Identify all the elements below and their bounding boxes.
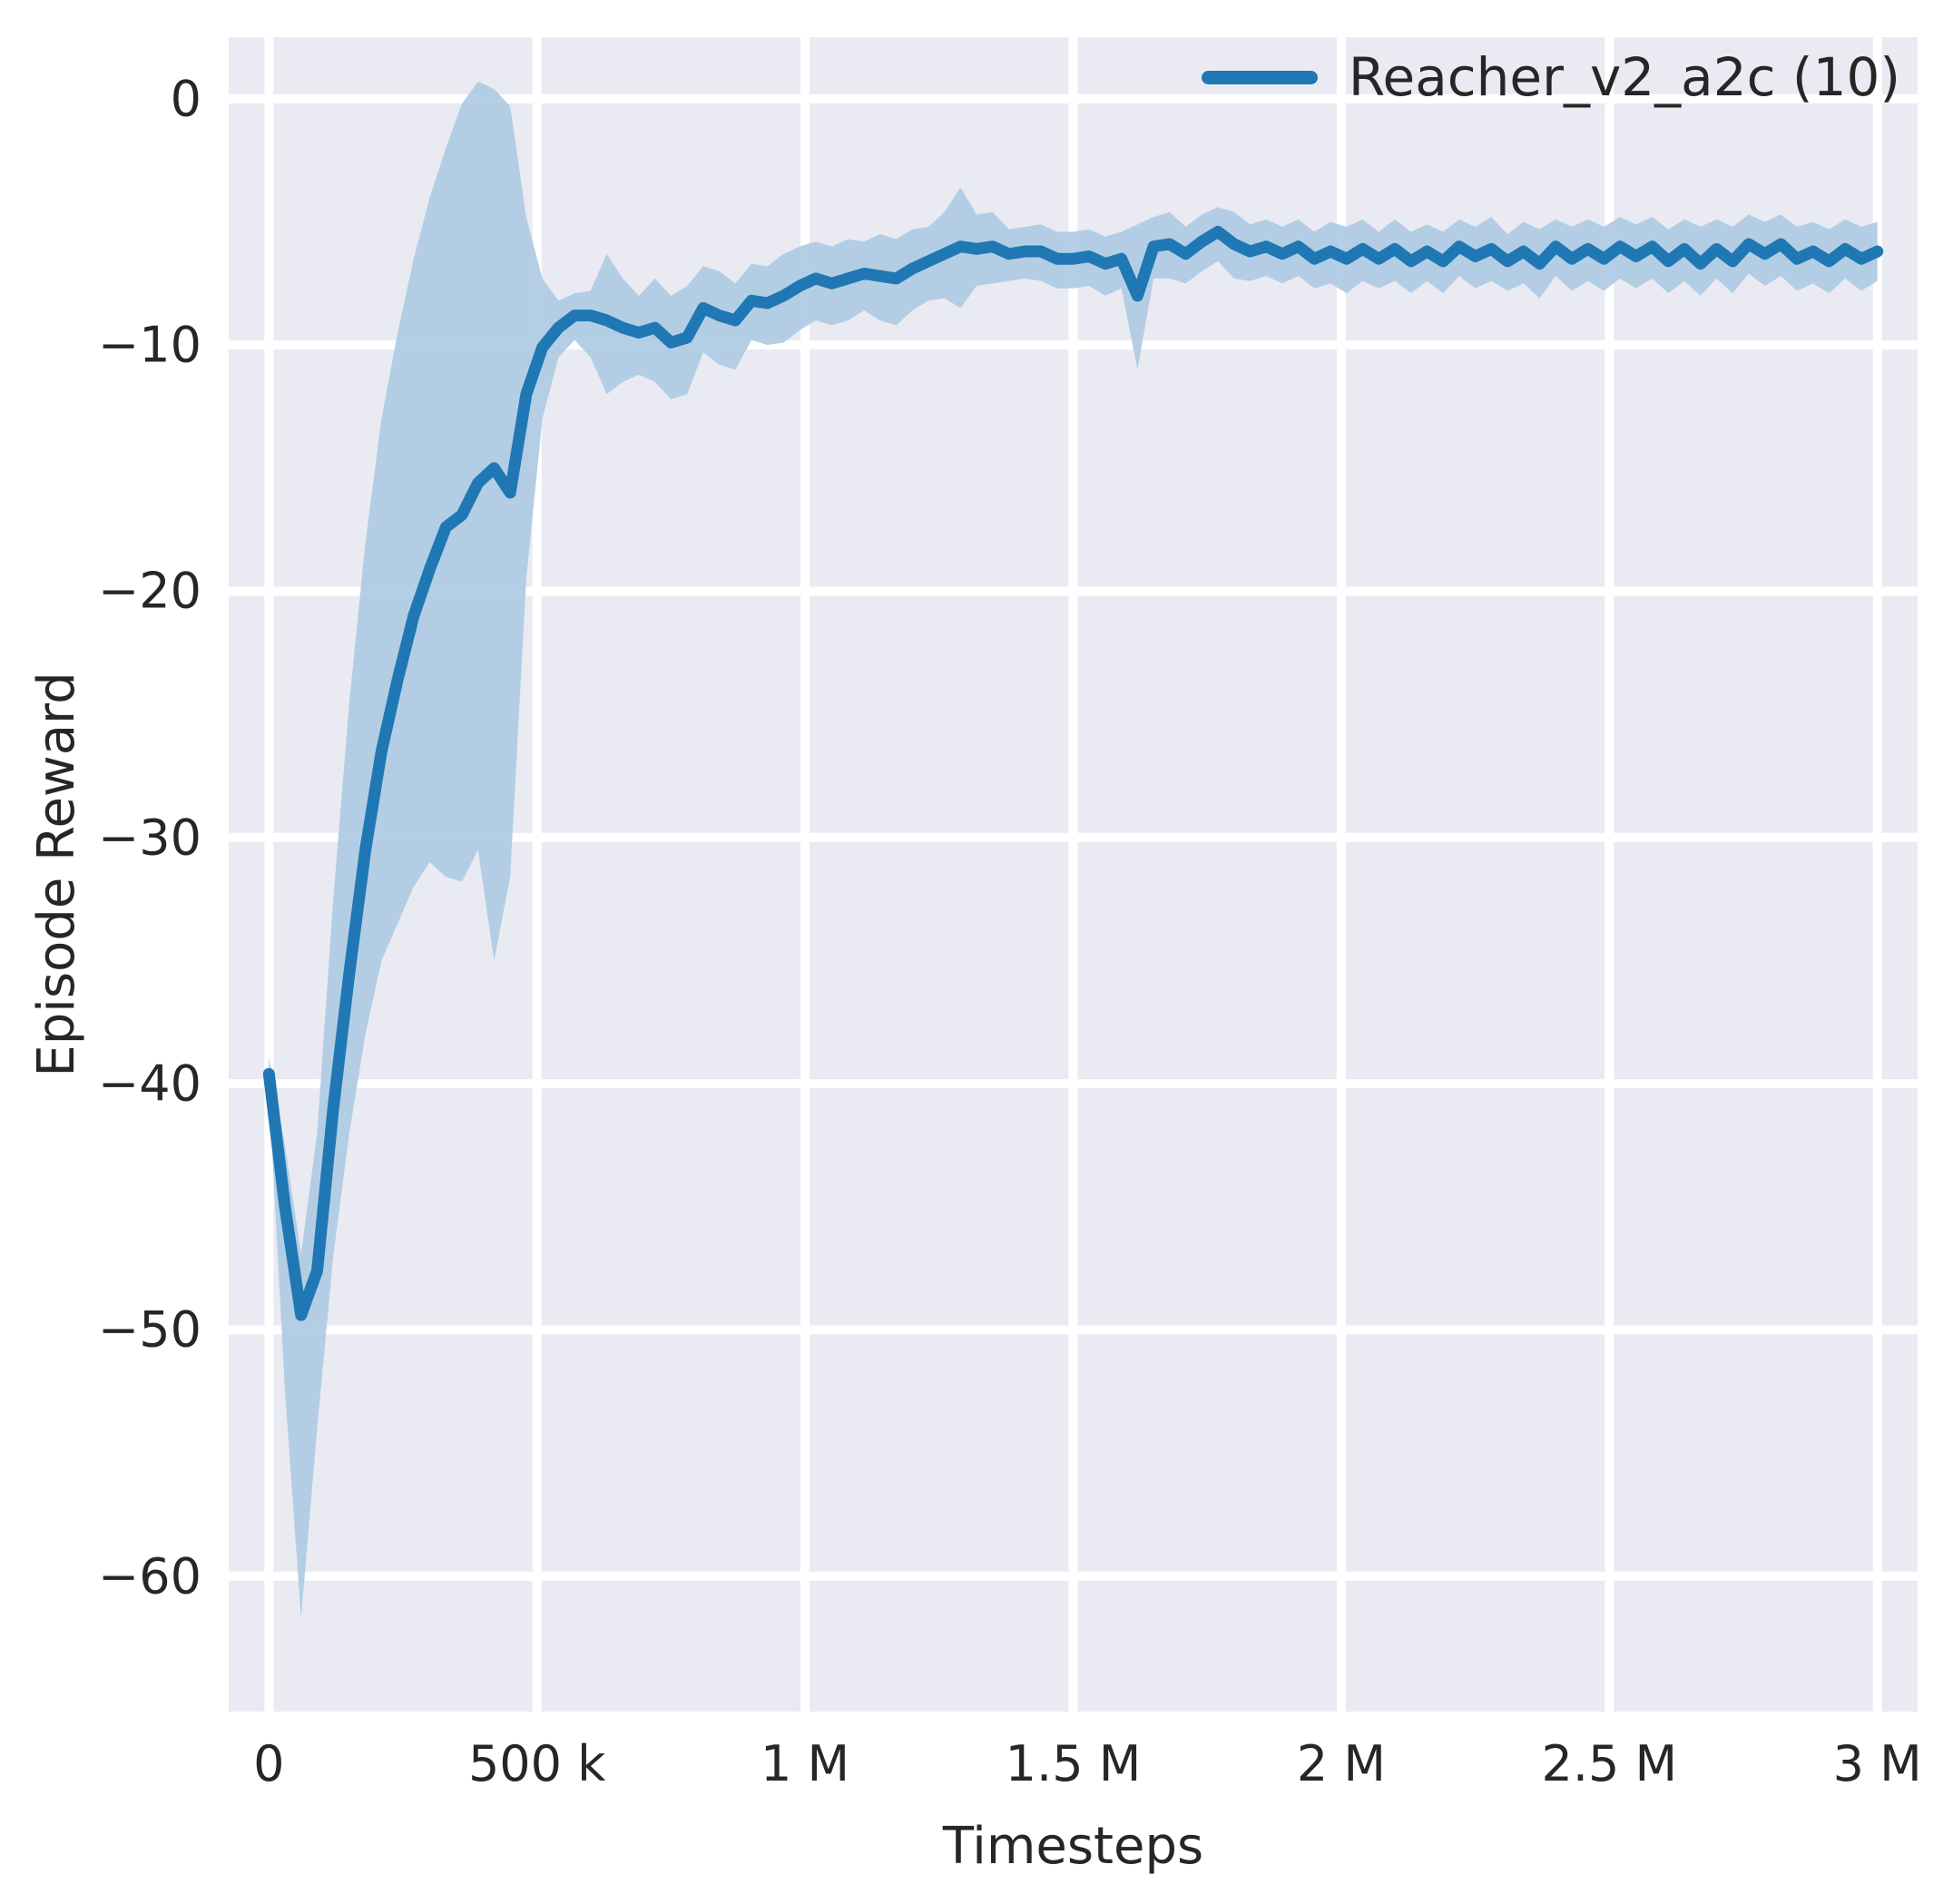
y-tick-label: −10: [98, 316, 201, 374]
y-axis-title: Episode Reward: [27, 672, 86, 1077]
confidence-band: [269, 81, 1878, 1618]
x-tick-label: 1 M: [761, 1735, 850, 1792]
x-axis-title: Timesteps: [942, 1817, 1204, 1876]
y-tick-label: 0: [170, 70, 201, 128]
x-tick-label: 2.5 M: [1541, 1735, 1678, 1792]
legend: Reacher_v2_a2c (10): [1201, 38, 1909, 116]
x-tick-label: 0: [253, 1735, 285, 1792]
x-tick-label: 2 M: [1296, 1735, 1386, 1792]
x-tick-label: 3 M: [1832, 1735, 1922, 1792]
y-tick-label: −50: [98, 1300, 201, 1359]
y-tick-label: −60: [98, 1547, 201, 1605]
legend-label-reacher-v2-a2c: Reacher_v2_a2c (10): [1348, 46, 1900, 108]
y-tick-label: −40: [98, 1055, 201, 1113]
legend-swatch-reacher-v2-a2c: [1201, 70, 1318, 84]
y-tick-label: −20: [98, 562, 201, 620]
x-tick-label: 500 k: [467, 1735, 606, 1792]
plot-canvas: [229, 37, 1918, 1712]
plot-area: [229, 37, 1918, 1712]
y-tick-label: −30: [98, 809, 201, 867]
x-tick-label: 1.5 M: [1005, 1735, 1142, 1792]
mean-line: [262, 225, 1884, 1321]
